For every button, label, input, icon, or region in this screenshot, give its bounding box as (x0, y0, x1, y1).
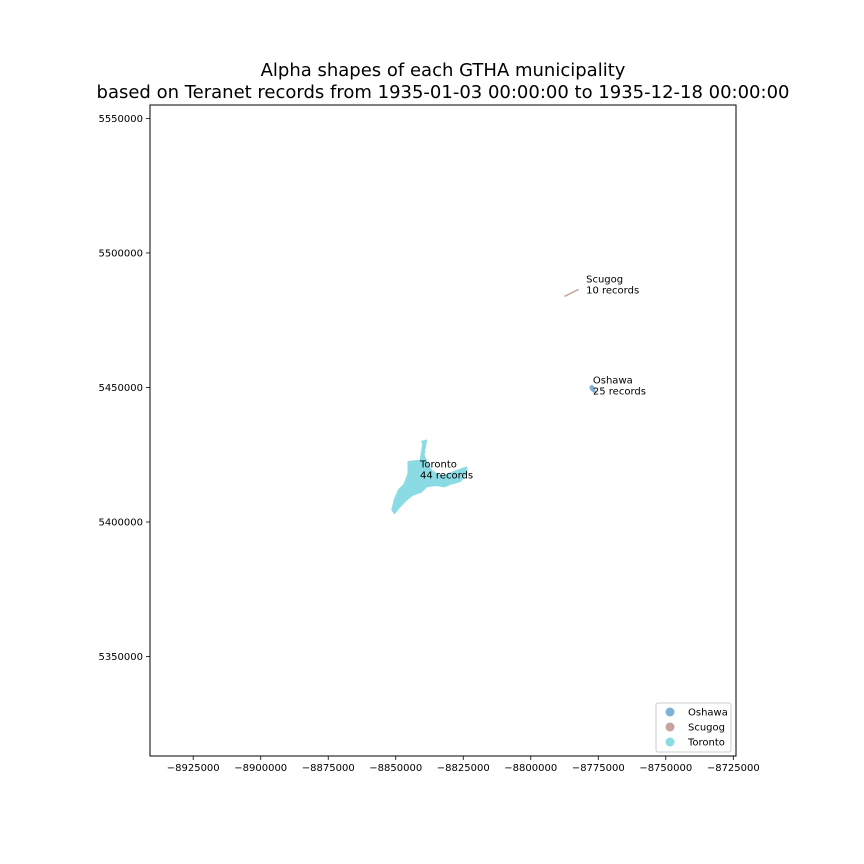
y-tick-label: 5450000 (98, 383, 143, 394)
oshawa-shape (589, 384, 597, 394)
scugog-shape (564, 288, 579, 297)
y-tick-label: 5500000 (98, 248, 143, 259)
legend-item-toronto: Toronto (665, 737, 725, 749)
legend-marker-toronto (665, 737, 675, 747)
x-tick-label: −8800000 (504, 763, 557, 774)
y-tick-label: 5400000 (98, 517, 143, 528)
legend-box (655, 702, 732, 753)
toronto-annotation-line-1: Toronto (419, 459, 457, 470)
x-tick-label: −8725000 (707, 763, 760, 774)
x-tick-label: −8925000 (167, 763, 220, 774)
scugog-annotation-line-2: 10 records (586, 286, 639, 297)
x-tick-label: −8825000 (437, 763, 490, 774)
chart-title-line-2: based on Teranet records from 1935-01-03… (97, 82, 790, 103)
chart-title-line-1: Alpha shapes of each GTHA municipality (261, 60, 626, 81)
oshawa-annotation-line-2: 25 records (593, 386, 646, 397)
legend: Oshawa Scugog Toronto (655, 702, 732, 753)
y-tick-label: 5350000 (98, 652, 143, 663)
legend-item-scugog: Scugog (665, 722, 725, 734)
legend-label-toronto: Toronto (687, 738, 725, 749)
polygons-layer (391, 288, 597, 515)
oshawa-annotation-line-1: Oshawa (593, 375, 633, 386)
scugog-annotation-line-1: Scugog (586, 275, 623, 286)
x-tick-label: −8750000 (639, 763, 692, 774)
x-tick-label: −8775000 (572, 763, 625, 774)
x-axis: −8925000 −8900000 −8875000 −8850000 −8825000… (167, 756, 760, 774)
toronto-shape (391, 439, 468, 515)
legend-item-oshawa: Oshawa (665, 707, 728, 719)
y-tick-label: 5550000 (98, 114, 143, 125)
legend-marker-scugog (665, 722, 675, 732)
plot-area-frame (149, 104, 737, 757)
x-tick-label: −8850000 (369, 763, 422, 774)
legend-items: Oshawa Scugog Toronto (665, 707, 728, 749)
x-tick-label: −8900000 (234, 763, 287, 774)
legend-marker-oshawa (665, 707, 675, 717)
legend-label-scugog: Scugog (688, 723, 725, 734)
y-axis: 5350000 5400000 5450000 5500000 5550000 (98, 114, 150, 663)
x-tick-label: −8875000 (302, 763, 355, 774)
legend-label-oshawa: Oshawa (688, 708, 728, 719)
toronto-annotation-line-2: 44 records (420, 470, 473, 481)
